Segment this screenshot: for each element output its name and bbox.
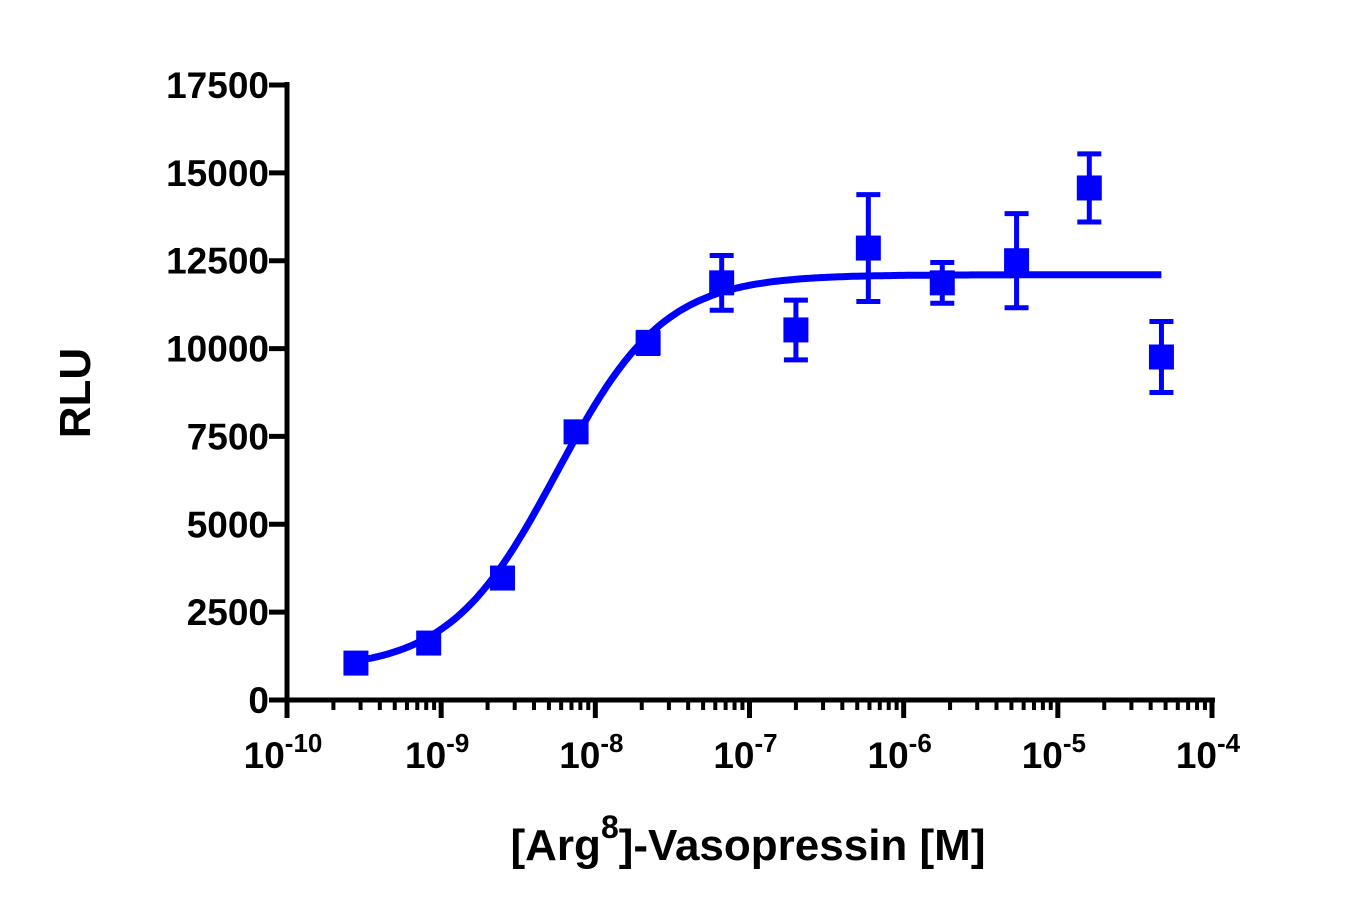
x-axis-title-prefix: [Arg xyxy=(511,821,601,870)
x-tick-label-base: 10 xyxy=(1176,735,1217,776)
x-axis-title-suffix: ]-Vasopressin [M] xyxy=(619,821,986,870)
x-tick-label-base: 10 xyxy=(244,735,285,776)
fit-curve xyxy=(355,271,1162,665)
y-tick-label: 10000 xyxy=(166,329,269,370)
x-tick-label-base: 10 xyxy=(1022,735,1063,776)
x-tick-label-exponent: -9 xyxy=(446,728,469,758)
x-tick-label-exponent: -6 xyxy=(909,728,932,758)
data-point xyxy=(635,329,661,356)
x-tick-label-exponent: -4 xyxy=(1217,728,1241,758)
x-tick-label-base: 10 xyxy=(405,735,446,776)
data-point xyxy=(563,419,589,445)
square-marker xyxy=(1076,175,1102,201)
x-tick-label-base: 10 xyxy=(559,735,600,776)
square-marker xyxy=(1004,248,1030,274)
data-point xyxy=(855,192,881,304)
data-point xyxy=(1148,319,1174,395)
y-tick-label: 15000 xyxy=(166,153,269,194)
x-axis-title-superscript: 8 xyxy=(601,809,619,845)
y-tick-label: 0 xyxy=(248,680,269,721)
x-tick-label: 10-4 xyxy=(1176,728,1241,776)
x-tick-label: 10-5 xyxy=(1022,728,1086,776)
x-tick-label: 10-6 xyxy=(868,728,932,776)
x-tick-label: 10-8 xyxy=(559,728,623,776)
x-tick-label-exponent: -7 xyxy=(755,728,778,758)
data-point xyxy=(343,650,369,676)
data-point xyxy=(709,252,735,313)
x-tick-label: 10-7 xyxy=(713,728,777,776)
x-axis-title: [Arg8]-Vasopressin [M] xyxy=(511,809,986,870)
square-marker xyxy=(1148,344,1174,370)
x-tick-label-base: 10 xyxy=(868,735,909,776)
square-marker xyxy=(635,330,661,356)
data-point xyxy=(783,297,809,363)
square-marker xyxy=(343,650,369,676)
data-point xyxy=(929,259,955,306)
data-point xyxy=(490,565,516,591)
square-marker xyxy=(783,317,809,343)
x-tick-label: 10-9 xyxy=(405,728,469,776)
data-point xyxy=(416,630,442,656)
x-tick-label-base: 10 xyxy=(713,735,754,776)
y-axis-title: RLU xyxy=(51,348,100,438)
y-tick-label: 17500 xyxy=(166,65,269,106)
x-tick-label-exponent: -10 xyxy=(285,728,323,758)
y-tick-label: 2500 xyxy=(187,592,269,633)
square-marker xyxy=(855,235,881,261)
y-tick-label: 5000 xyxy=(187,504,269,545)
square-marker xyxy=(563,419,589,445)
square-marker xyxy=(490,565,516,591)
x-tick-label: 10-10 xyxy=(244,728,323,776)
x-tick-label-exponent: -8 xyxy=(600,728,623,758)
x-tick-label-exponent: -5 xyxy=(1063,728,1086,758)
data-point xyxy=(1076,151,1102,225)
y-tick-label: 7500 xyxy=(187,416,269,457)
square-marker xyxy=(709,270,735,296)
data-point xyxy=(1004,211,1030,311)
square-marker xyxy=(929,270,955,296)
square-marker xyxy=(416,630,442,656)
y-tick-label: 12500 xyxy=(166,241,269,282)
